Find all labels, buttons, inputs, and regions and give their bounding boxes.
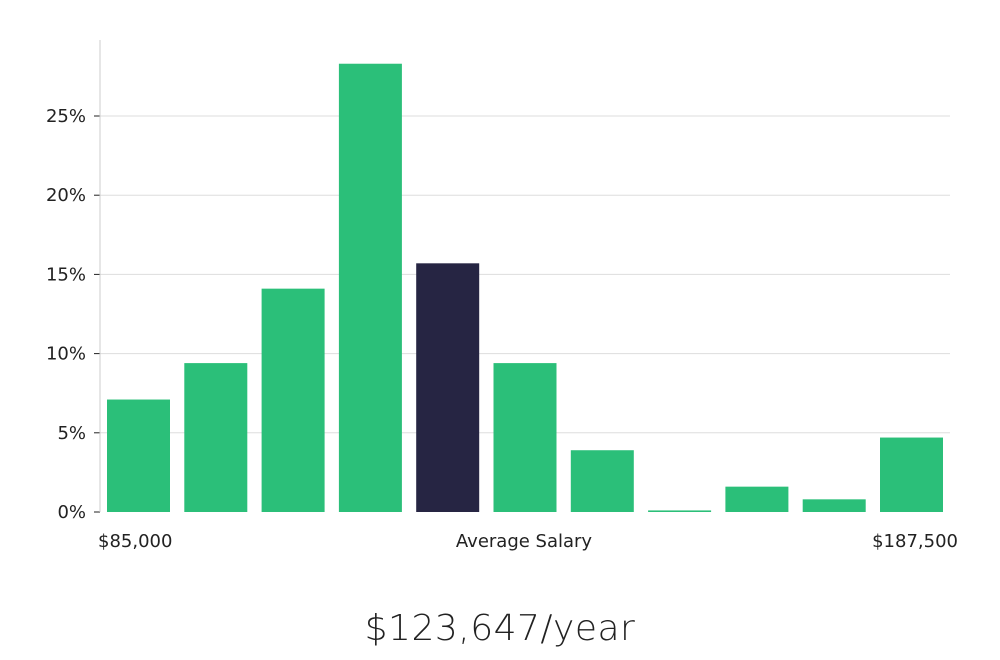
bar bbox=[802, 499, 866, 512]
x-axis-title: Average Salary bbox=[456, 531, 593, 552]
average-salary-value: $123,647/year bbox=[364, 608, 636, 649]
bars bbox=[107, 63, 943, 513]
bar bbox=[107, 399, 170, 512]
y-tick-label: 15% bbox=[46, 264, 86, 285]
bar bbox=[648, 510, 712, 512]
bar bbox=[261, 288, 325, 512]
y-tick-label: 5% bbox=[57, 423, 86, 444]
bar-highlighted bbox=[416, 263, 480, 512]
bar bbox=[338, 63, 402, 513]
y-tick-label: 20% bbox=[46, 185, 86, 206]
grid-lines bbox=[100, 115, 950, 434]
y-tick-label: 0% bbox=[57, 502, 86, 523]
y-tick-label: 10% bbox=[46, 344, 86, 365]
bar bbox=[725, 486, 789, 512]
bar bbox=[493, 363, 557, 512]
y-axis-ticks: 0% 5% 10% 15% 20% 25% bbox=[46, 106, 100, 523]
bar bbox=[184, 363, 248, 512]
x-max-label: $187,500 bbox=[872, 531, 958, 552]
bar bbox=[570, 450, 634, 512]
y-tick-label: 25% bbox=[46, 106, 86, 127]
salary-histogram: 0%5%10%15%20%25% $85,000 Average Salary … bbox=[46, 40, 958, 552]
bar bbox=[880, 437, 943, 512]
x-min-label: $85,000 bbox=[98, 531, 172, 552]
